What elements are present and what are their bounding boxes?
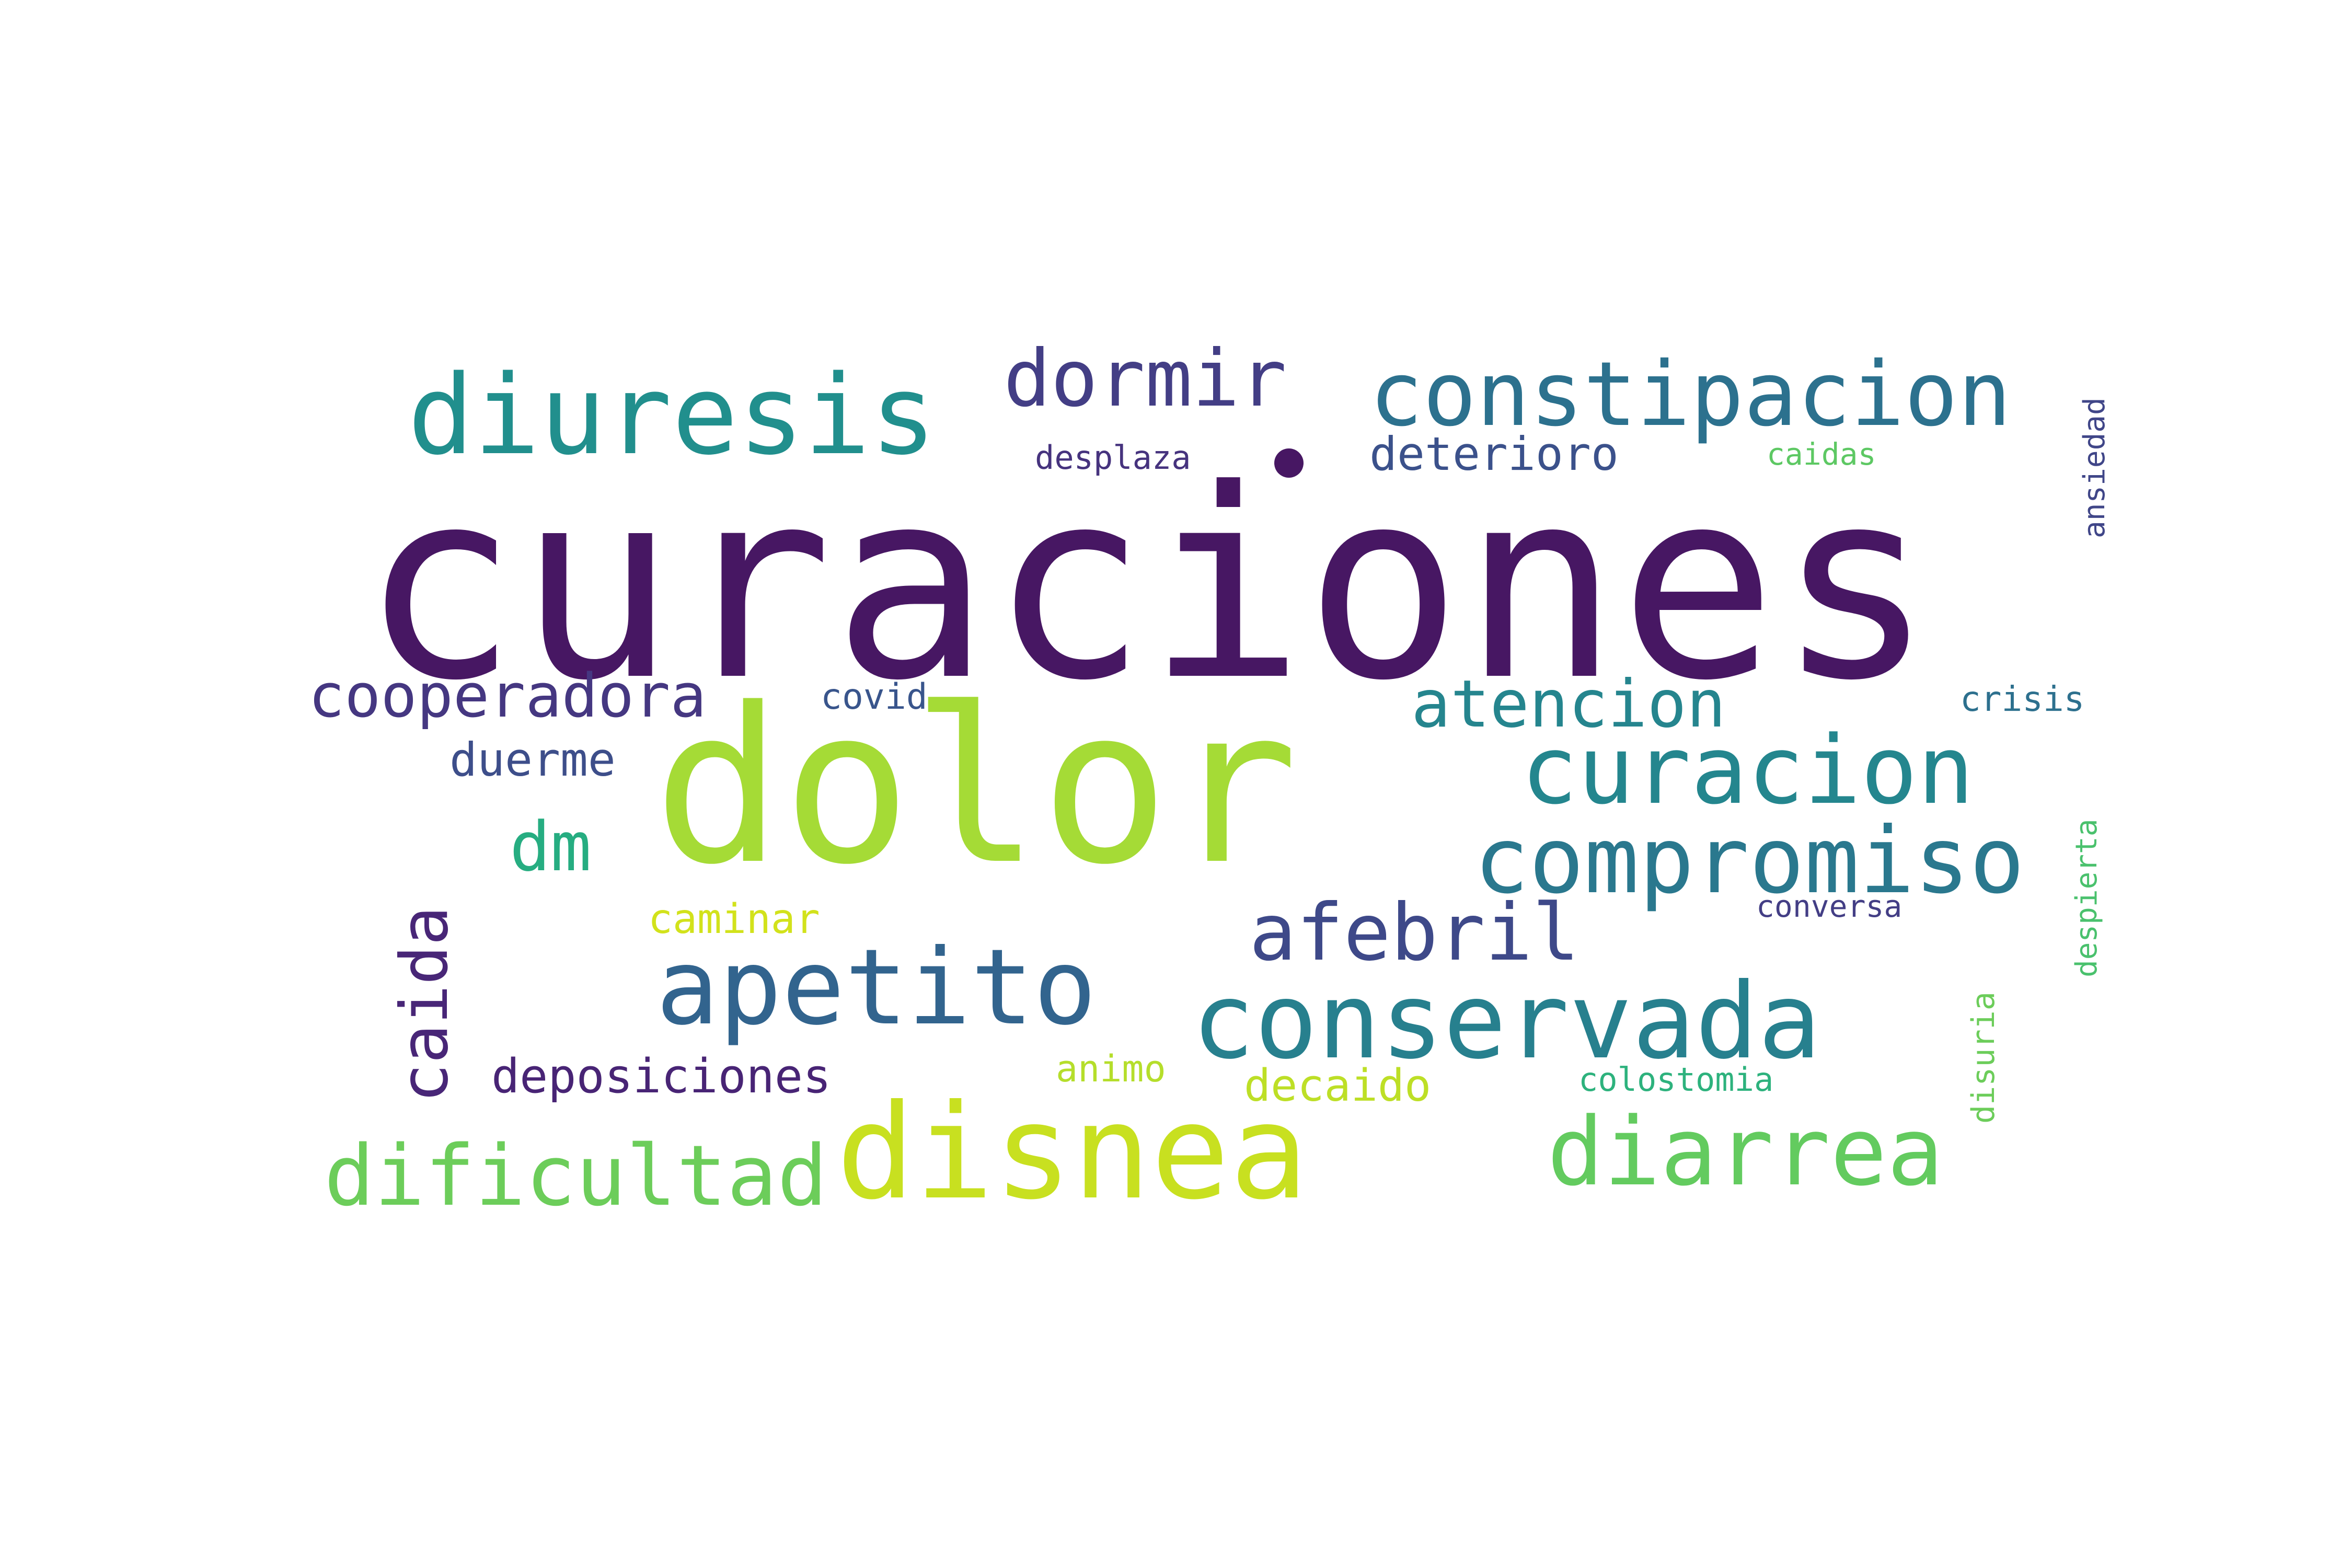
word-diuresis: diuresis <box>408 351 937 479</box>
word-conversa: conversa <box>1756 889 1903 924</box>
word-dolor: dolor <box>653 662 1299 912</box>
word-animo: animo <box>1056 1047 1166 1090</box>
word-dm: dm <box>510 807 592 886</box>
word-despierta: despierta <box>2070 818 2104 977</box>
word-disuria: disuria <box>1965 991 2002 1124</box>
word-cooperadora: cooperadora <box>308 661 707 731</box>
word-afebril: afebril <box>1249 887 1580 978</box>
word-disnea: disnea <box>836 1076 1309 1228</box>
word-atencion: atencion <box>1411 666 1726 742</box>
word-constipacion: constipacion <box>1369 343 2012 446</box>
word-decaido: decaido <box>1244 1060 1432 1112</box>
word-dificultad: dificultad <box>324 1127 828 1225</box>
word-apetito: apetito <box>656 927 1097 1048</box>
word-compromiso: compromiso <box>1474 808 2025 914</box>
word-ansiedad: ansiedad <box>2078 397 2112 538</box>
word-covid: covid <box>821 676 928 718</box>
word-caidas: caidas <box>1767 436 1876 472</box>
word-caminar: caminar <box>648 896 820 943</box>
word-dormir: dormir <box>1004 333 1287 424</box>
word-deterioro: deterioro <box>1369 427 1619 481</box>
word-duerme: duerme <box>449 733 616 787</box>
dot-mark <box>1274 448 1304 478</box>
word-curaciones: curaciones <box>361 433 1934 737</box>
word-crisis: crisis <box>1960 679 2085 719</box>
word-colostomia: colostomia <box>1578 1060 1774 1099</box>
word-desplaza: desplaza <box>1035 439 1191 477</box>
word-caida: caida <box>387 906 463 1103</box>
word-conservada: conservada <box>1192 961 1821 1082</box>
word-diarrea: diarrea <box>1547 1098 1944 1207</box>
word-curacion: curacion <box>1521 716 1974 825</box>
word-deposiciones: deposiciones <box>491 1049 832 1104</box>
